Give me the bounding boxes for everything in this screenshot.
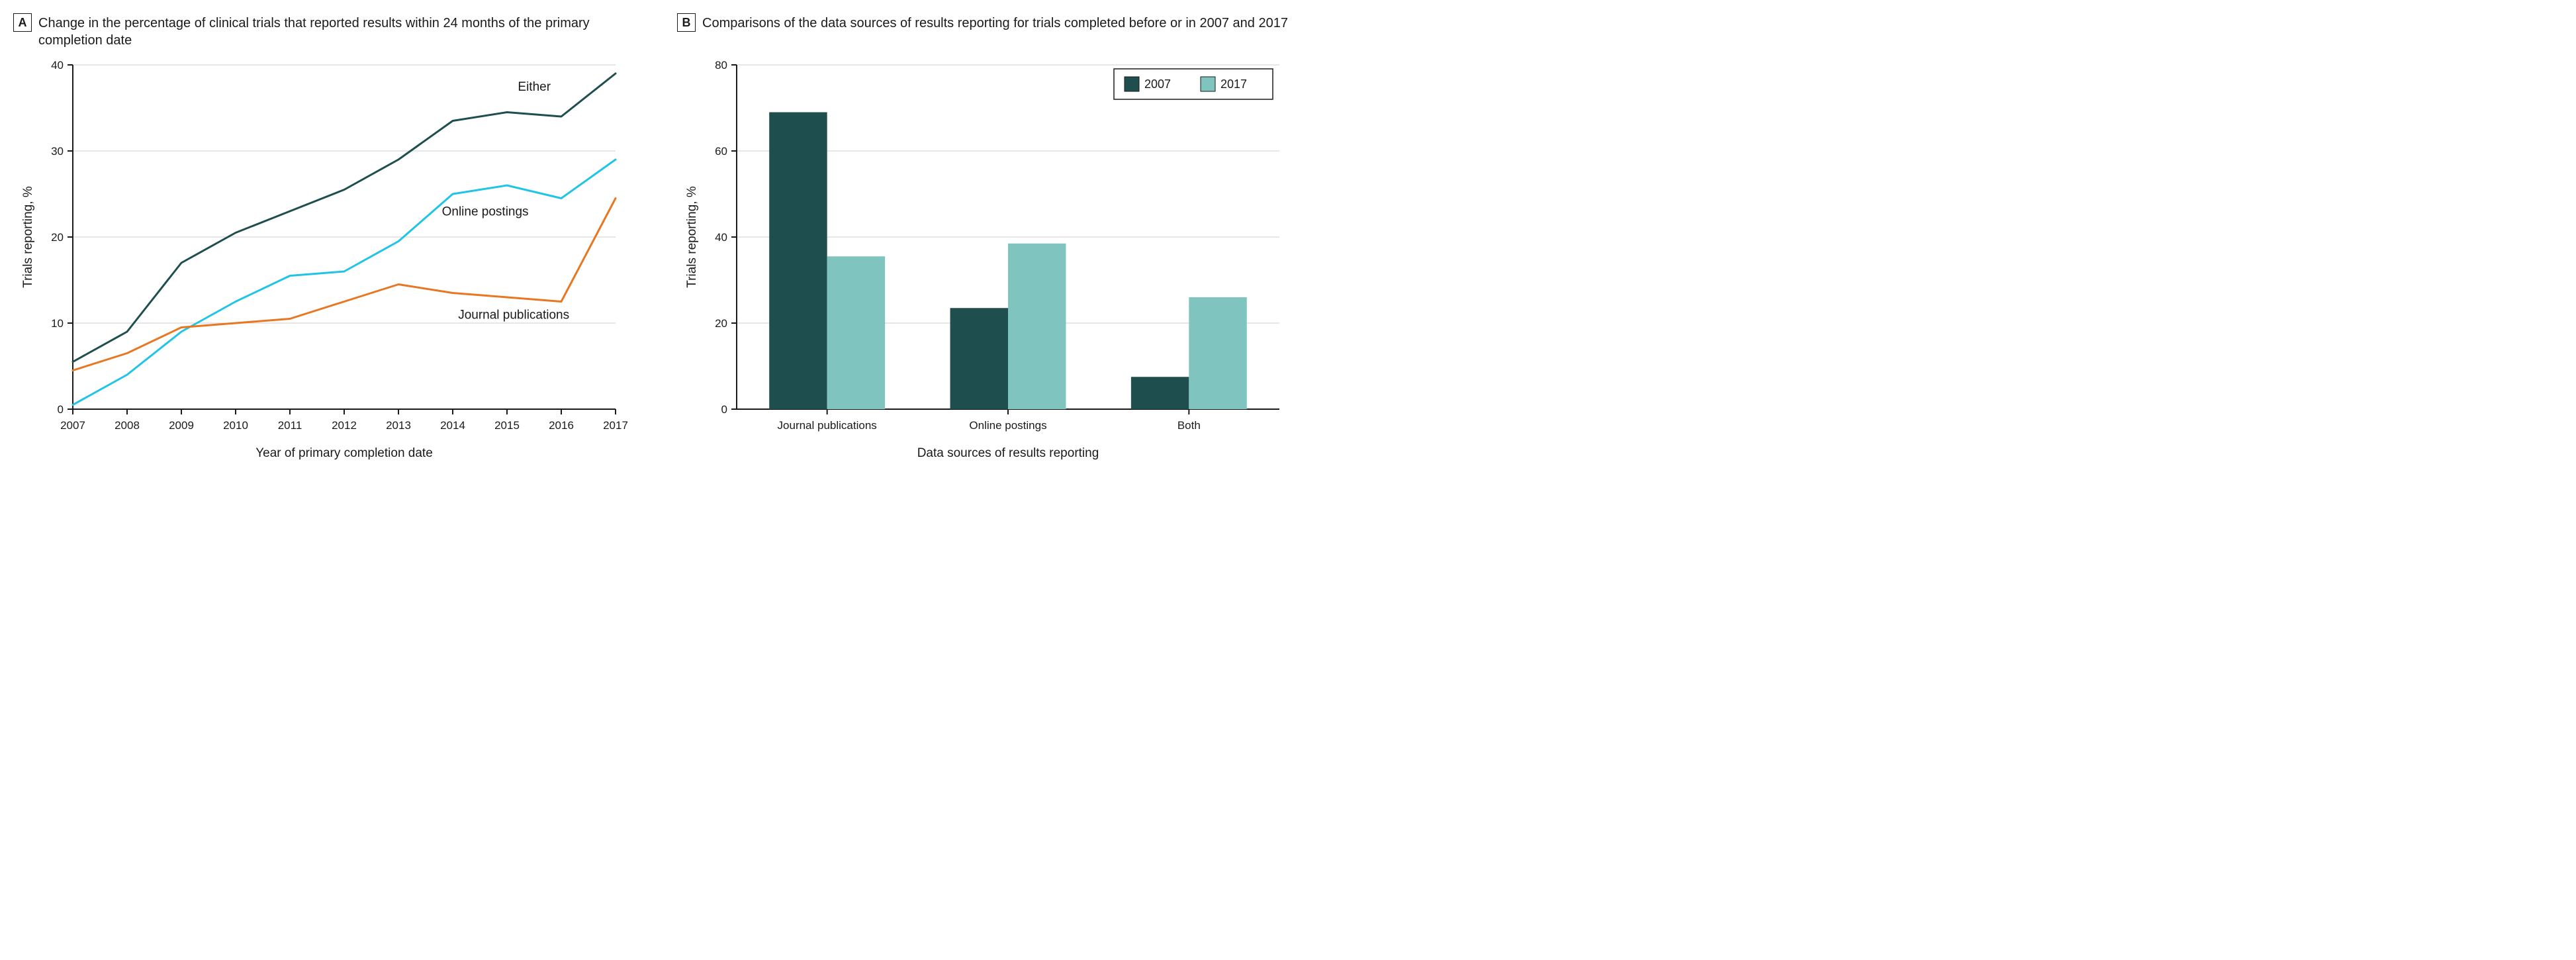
svg-text:Either: Either: [518, 80, 551, 94]
svg-text:2007: 2007: [1144, 77, 1171, 91]
svg-text:Trials reporting, %: Trials reporting, %: [685, 186, 699, 288]
panel-a-title: Change in the percentage of clinical tri…: [38, 13, 637, 49]
svg-text:0: 0: [58, 403, 64, 416]
svg-text:20: 20: [715, 317, 727, 330]
svg-text:2009: 2009: [169, 419, 194, 432]
svg-text:2012: 2012: [332, 419, 357, 432]
panel-a-letter: A: [13, 13, 32, 32]
svg-text:2015: 2015: [494, 419, 520, 432]
svg-text:Data sources of results report: Data sources of results reporting: [917, 446, 1099, 460]
panel-b-title: Comparisons of the data sources of resul…: [702, 13, 1288, 32]
svg-text:Online postings: Online postings: [969, 419, 1046, 432]
svg-text:40: 40: [715, 231, 727, 244]
svg-text:60: 60: [715, 145, 727, 158]
figure-container: A Change in the percentage of clinical t…: [13, 13, 1301, 493]
svg-text:Journal publications: Journal publications: [458, 309, 569, 322]
svg-text:Journal publications: Journal publications: [778, 419, 877, 432]
svg-text:2016: 2016: [549, 419, 574, 432]
panel-a-chart: 0 10 20 30 40 2007 2008 2009 2010 2011 2012 2013 201…: [13, 58, 637, 493]
svg-text:20: 20: [51, 231, 64, 244]
svg-text:2007: 2007: [60, 419, 85, 432]
panel-a: A Change in the percentage of clinical t…: [13, 13, 637, 493]
svg-text:Year of primary completion dat: Year of primary completion date: [255, 446, 433, 460]
svg-text:Online postings: Online postings: [442, 205, 529, 219]
svg-text:80: 80: [715, 59, 727, 72]
svg-text:2010: 2010: [223, 419, 248, 432]
svg-text:30: 30: [51, 145, 64, 158]
svg-text:Both: Both: [1177, 419, 1201, 432]
svg-text:2013: 2013: [386, 419, 411, 432]
panel-a-header: A Change in the percentage of clinical t…: [13, 13, 637, 52]
panel-b-header: B Comparisons of the data sources of res…: [677, 13, 1301, 52]
svg-text:2008: 2008: [115, 419, 140, 432]
svg-text:2011: 2011: [278, 419, 302, 432]
svg-text:2017: 2017: [603, 419, 628, 432]
panel-b-chart: 0 20 40 60 80 Journal publications Online post…: [677, 58, 1301, 493]
panel-b: B Comparisons of the data sources of res…: [677, 13, 1301, 493]
svg-text:40: 40: [51, 59, 64, 72]
svg-text:Trials reporting, %: Trials reporting, %: [21, 186, 35, 288]
panel-b-letter: B: [677, 13, 696, 32]
svg-text:10: 10: [51, 317, 64, 330]
svg-text:2017: 2017: [1220, 77, 1247, 91]
svg-text:2014: 2014: [440, 419, 465, 432]
svg-text:0: 0: [721, 403, 727, 416]
